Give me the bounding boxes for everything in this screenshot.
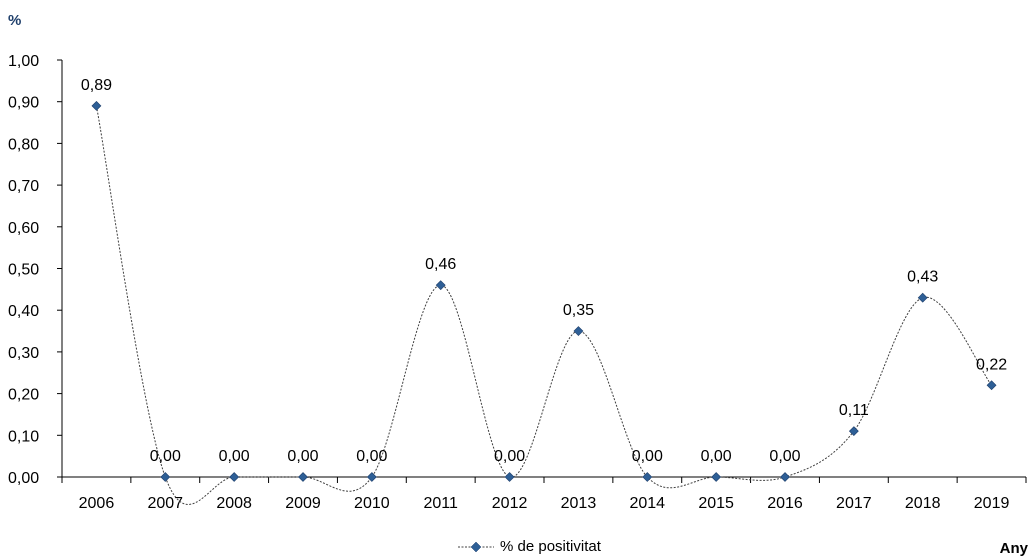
data-point-marker [642, 472, 653, 482]
y-tick-labels: 0,00 0,10 0,20 0,30 0,40 0,50 0,60 0,70 0,80 0,90… [8, 53, 39, 487]
data-label: 0,00 [287, 448, 318, 465]
data-point-marker [160, 472, 171, 482]
data-point-marker [573, 326, 584, 336]
y-tick-label: 0,20 [8, 387, 39, 404]
data-label: 0,00 [494, 448, 525, 465]
y-axis-unit-label: % [8, 12, 22, 29]
data-point-marker [91, 100, 102, 111]
legend-label: % de positivitat [500, 538, 601, 555]
y-tick-label: 0,30 [8, 345, 39, 362]
data-label: 0,00 [356, 448, 387, 465]
data-point-marker [229, 472, 240, 482]
x-tick-label: 2018 [905, 495, 941, 512]
y-tick-label: 0,80 [8, 136, 39, 153]
data-label: 0,00 [701, 448, 732, 465]
x-axis-unit-label: Any [999, 540, 1028, 557]
x-tick-label: 2013 [561, 495, 597, 512]
data-label: 0,00 [769, 448, 800, 465]
x-tick-label: 2012 [492, 495, 528, 512]
y-tick-label: 0,10 [8, 428, 39, 445]
data-point-marker [848, 426, 859, 437]
data-label: 0,35 [563, 302, 594, 319]
data-label: 0,43 [907, 269, 938, 286]
axes [57, 59, 1027, 483]
y-tick-label: 0,60 [8, 220, 39, 237]
line-chart: 0,00 0,10 0,20 0,30 0,40 0,50 0,60 0,70 0,80 0,90… [8, 53, 1027, 512]
x-tick-label: 2010 [354, 495, 390, 512]
data-label: 0,11 [839, 402, 869, 419]
data-point-marker [917, 292, 928, 303]
data-point-marker [366, 472, 377, 482]
x-tick-label: 2019 [974, 495, 1010, 512]
data-point-marker [711, 472, 722, 482]
data-label: 0,00 [219, 448, 250, 465]
legend-marker-icon [458, 541, 494, 552]
data-point-marker [986, 380, 997, 391]
legend: % de positivitat [458, 538, 601, 555]
data-point-marker [435, 280, 446, 291]
data-label: 0,46 [425, 256, 456, 273]
y-tick-label: 0,00 [8, 470, 39, 487]
data-point-marker [780, 472, 790, 482]
series-markers [91, 100, 997, 482]
data-label: 0,89 [81, 77, 112, 94]
x-tick-label: 2017 [836, 495, 872, 512]
x-tick-label: 2016 [767, 495, 803, 512]
y-tick-label: 0,40 [8, 303, 39, 320]
x-tick-label: 2009 [285, 495, 321, 512]
data-point-marker [298, 472, 308, 482]
y-tick-label: 0,70 [8, 178, 39, 195]
x-tick-label: 2006 [79, 495, 115, 512]
x-tick-label: 2015 [698, 495, 734, 512]
data-label: 0,22 [976, 356, 1007, 373]
x-tick-label: 2008 [216, 495, 252, 512]
x-tick-label: 2014 [629, 495, 665, 512]
data-label: 0,00 [632, 448, 663, 465]
x-tick-label: 2007 [147, 495, 183, 512]
x-tick-labels: 2006 2007 2008 2009 2010 2011 2012 2013 2014 2015… [79, 495, 1010, 512]
y-tick-label: 0,50 [8, 262, 39, 279]
series-line [95, 105, 992, 505]
x-tick-label: 2011 [424, 495, 459, 512]
y-tick-label: 0,90 [8, 95, 39, 112]
data-point-marker [504, 472, 515, 482]
data-labels: 0,89 0,00 0,00 0,00 0,00 0,46 0,00 0,35 0,00 0,00… [81, 77, 1007, 465]
data-label: 0,00 [150, 448, 181, 465]
y-tick-label: 1,00 [8, 53, 39, 70]
